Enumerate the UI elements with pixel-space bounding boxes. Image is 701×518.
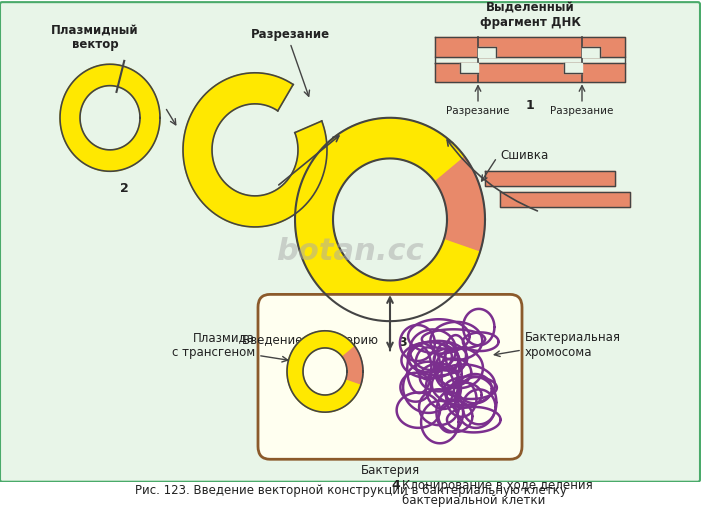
Text: Плазмидный
вектор: Плазмидный вектор — [51, 23, 139, 51]
Text: Сшивка: Сшивка — [500, 149, 548, 162]
Text: Разрезание: Разрезание — [250, 27, 329, 41]
Text: Введение в бактерию: Введение в бактерию — [242, 334, 378, 347]
Polygon shape — [435, 37, 625, 57]
Polygon shape — [500, 192, 630, 207]
Polygon shape — [435, 157, 485, 251]
Text: Разрезание: Разрезание — [447, 106, 510, 116]
Text: Разрезание: Разрезание — [550, 106, 613, 116]
Text: Клонирование в ходе деления
бактериальной клетки: Клонирование в ходе деления бактериально… — [402, 479, 593, 507]
Text: Бактериальная
хромосома: Бактериальная хромосома — [525, 330, 621, 358]
Polygon shape — [582, 47, 600, 57]
FancyBboxPatch shape — [258, 294, 522, 459]
Polygon shape — [564, 63, 582, 73]
Polygon shape — [287, 331, 361, 412]
Polygon shape — [435, 63, 625, 82]
Text: 4: 4 — [391, 479, 400, 492]
Text: Бактерия: Бактерия — [360, 464, 420, 477]
Text: Рис. 123. Введение векторной конструкции в бактериальную клетку: Рис. 123. Введение векторной конструкции… — [135, 483, 566, 497]
Text: 2: 2 — [120, 182, 129, 195]
Polygon shape — [295, 118, 480, 321]
Text: 3: 3 — [398, 336, 407, 349]
Text: Выделенный
фрагмент ДНК: Выделенный фрагмент ДНК — [479, 1, 580, 29]
Text: 1: 1 — [526, 99, 534, 112]
Text: botan.cc: botan.cc — [276, 237, 424, 266]
Polygon shape — [460, 63, 478, 73]
Polygon shape — [478, 47, 496, 57]
Polygon shape — [183, 73, 327, 227]
Polygon shape — [60, 64, 160, 171]
Polygon shape — [342, 347, 363, 384]
FancyBboxPatch shape — [0, 2, 700, 482]
Polygon shape — [485, 171, 615, 186]
Text: Плазмида
с трансгеном: Плазмида с трансгеном — [172, 330, 255, 358]
